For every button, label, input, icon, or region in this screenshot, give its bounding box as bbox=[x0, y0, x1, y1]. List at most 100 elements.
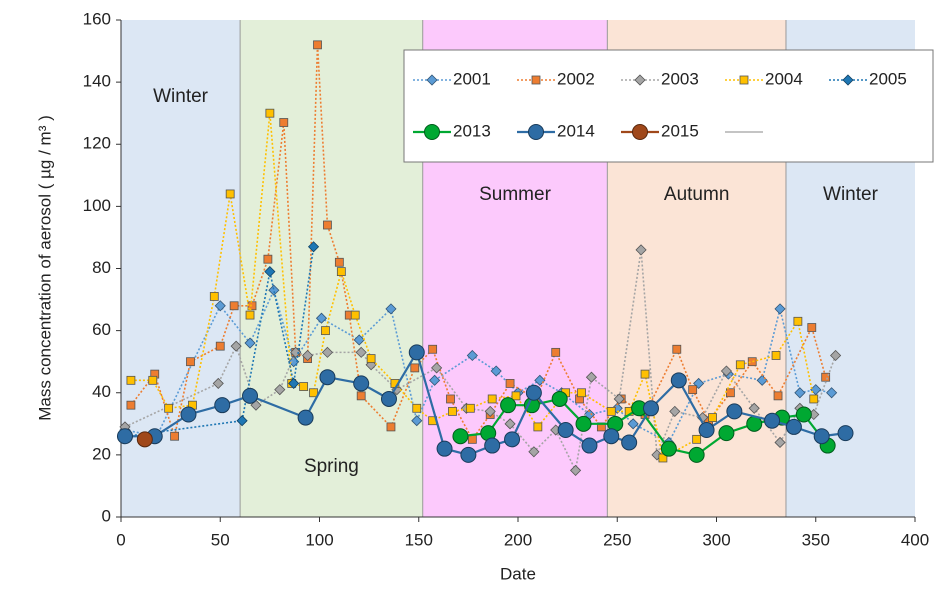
marker bbox=[321, 326, 330, 336]
marker bbox=[180, 406, 197, 423]
marker bbox=[569, 464, 582, 476]
marker bbox=[244, 337, 256, 349]
marker bbox=[813, 428, 830, 445]
marker bbox=[826, 387, 838, 399]
marker bbox=[148, 375, 158, 385]
marker bbox=[467, 434, 477, 444]
marker bbox=[265, 108, 275, 118]
marker bbox=[170, 431, 179, 441]
marker bbox=[263, 254, 273, 264]
marker bbox=[581, 437, 598, 454]
legend-marker bbox=[531, 75, 541, 85]
y-tick-label: 0 bbox=[102, 506, 111, 525]
series-line bbox=[124, 249, 837, 473]
marker bbox=[774, 436, 786, 449]
marker bbox=[670, 372, 687, 389]
marker bbox=[186, 357, 195, 367]
marker bbox=[356, 391, 366, 401]
marker bbox=[577, 388, 586, 398]
legend-label: 2004 bbox=[765, 69, 803, 88]
marker bbox=[487, 394, 497, 404]
marker bbox=[465, 403, 475, 413]
marker bbox=[245, 310, 255, 320]
y-tick-label: 140 bbox=[83, 72, 111, 91]
x-tick-label: 50 bbox=[211, 530, 230, 549]
marker bbox=[837, 425, 854, 442]
marker bbox=[830, 349, 842, 362]
marker bbox=[511, 391, 521, 401]
marker bbox=[236, 415, 248, 427]
marker bbox=[279, 118, 289, 127]
marker bbox=[466, 349, 478, 362]
marker bbox=[640, 369, 650, 379]
marker bbox=[688, 385, 698, 395]
marker bbox=[385, 303, 397, 315]
marker bbox=[242, 387, 259, 404]
marker bbox=[528, 446, 540, 458]
y-axis-label: Mass concentration of aerosol ( µg / m³ … bbox=[35, 115, 54, 421]
x-tick-label: 150 bbox=[405, 530, 433, 549]
marker bbox=[315, 312, 328, 324]
legend-marker bbox=[842, 74, 854, 86]
y-tick-label: 120 bbox=[83, 134, 111, 153]
marker bbox=[821, 372, 831, 382]
marker bbox=[288, 377, 300, 389]
legend-label: 2002 bbox=[557, 69, 595, 88]
marker bbox=[412, 403, 422, 413]
legend-label: 2014 bbox=[557, 121, 595, 140]
marker bbox=[771, 351, 781, 360]
marker bbox=[429, 374, 441, 386]
marker bbox=[355, 346, 367, 358]
marker bbox=[336, 267, 346, 277]
marker bbox=[212, 377, 224, 389]
marker bbox=[274, 384, 286, 396]
marker bbox=[436, 440, 453, 457]
marker bbox=[229, 301, 239, 311]
season-label: Spring bbox=[304, 456, 359, 477]
marker bbox=[725, 388, 735, 398]
marker bbox=[809, 394, 819, 404]
marker bbox=[136, 431, 153, 448]
marker bbox=[302, 349, 314, 362]
marker bbox=[353, 334, 365, 346]
marker bbox=[230, 340, 242, 352]
marker bbox=[613, 393, 625, 405]
marker bbox=[525, 384, 542, 401]
marker bbox=[431, 362, 443, 374]
x-tick-label: 250 bbox=[603, 530, 631, 549]
legend-label: 2003 bbox=[661, 69, 699, 88]
marker bbox=[214, 397, 231, 414]
marker bbox=[764, 412, 781, 429]
season-label: Summer bbox=[479, 184, 551, 205]
season-label: Winter bbox=[153, 86, 209, 107]
marker bbox=[807, 323, 817, 332]
legend-label: 2013 bbox=[453, 121, 491, 140]
y-tick-label: 60 bbox=[92, 320, 111, 339]
marker bbox=[164, 403, 174, 413]
marker bbox=[726, 403, 743, 420]
marker bbox=[334, 257, 344, 267]
x-tick-label: 0 bbox=[116, 530, 125, 549]
series-line bbox=[126, 246, 315, 438]
season-label: Winter bbox=[823, 184, 879, 205]
marker bbox=[708, 413, 717, 423]
x-tick-label: 350 bbox=[802, 530, 830, 549]
marker bbox=[380, 390, 397, 407]
x-tick-label: 400 bbox=[901, 530, 929, 549]
marker bbox=[672, 344, 682, 354]
marker bbox=[795, 406, 812, 423]
marker bbox=[484, 437, 501, 454]
marker bbox=[297, 409, 314, 426]
marker bbox=[718, 425, 735, 442]
marker bbox=[698, 422, 715, 439]
marker bbox=[116, 428, 133, 445]
legend-marker bbox=[634, 74, 646, 86]
marker bbox=[720, 365, 732, 377]
marker bbox=[603, 428, 620, 445]
marker bbox=[225, 189, 235, 199]
y-tick-label: 160 bbox=[83, 9, 111, 28]
marker bbox=[350, 310, 360, 320]
y-tick-label: 80 bbox=[92, 258, 111, 277]
marker bbox=[533, 422, 543, 432]
